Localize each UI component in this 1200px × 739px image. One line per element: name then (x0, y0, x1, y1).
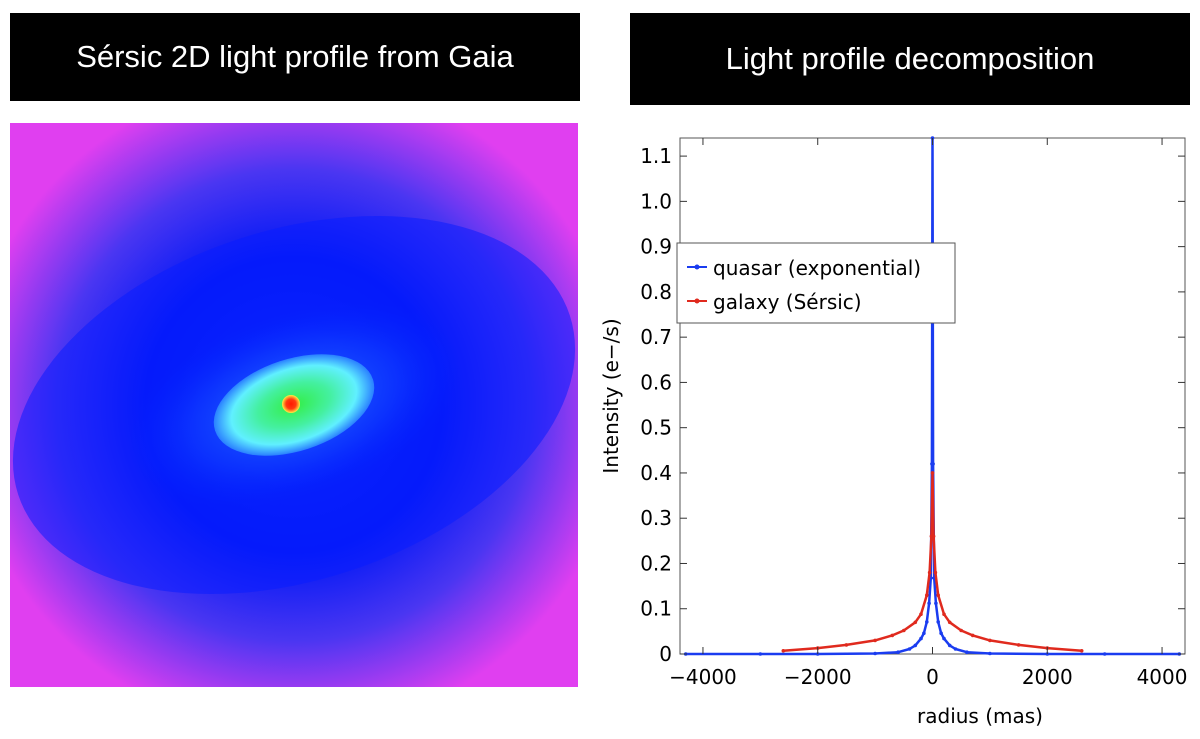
y-tick-label: 0.5 (640, 416, 672, 440)
x-tick-label: 0 (926, 665, 939, 689)
legend-galaxy-marker (694, 298, 700, 304)
galaxy-point (933, 570, 938, 575)
quasar-point (939, 631, 943, 635)
quasar-point (873, 651, 877, 656)
quasar-point (896, 650, 900, 654)
y-tick-label: 1.1 (640, 144, 672, 168)
x-tick-label: 2000 (1022, 665, 1073, 689)
galaxy-point (902, 628, 906, 633)
y-tick-label: 0.9 (640, 235, 672, 259)
y-tick-label: 1.0 (640, 189, 672, 213)
chart-legend: quasar (exponential) galaxy (Sérsic) (676, 242, 956, 324)
galaxy-point (890, 633, 895, 638)
quasar-point (1102, 652, 1107, 656)
y-tick-label: 0.3 (640, 506, 672, 530)
quasar-point (947, 643, 952, 648)
galaxy-point (873, 638, 877, 643)
y-tick-label: 0.1 (640, 597, 672, 621)
x-tick-label: −2000 (784, 665, 852, 689)
galaxy-point (919, 612, 923, 616)
galaxy-point (959, 628, 963, 633)
quasar-point (907, 647, 912, 651)
galaxy-point (927, 570, 932, 575)
quasar-point (922, 631, 926, 635)
left-panel-title: Sérsic 2D light profile from Gaia (10, 13, 580, 101)
galaxy-point (931, 534, 936, 539)
quasar-point (936, 620, 940, 624)
y-tick-label: 0.6 (640, 370, 672, 394)
y-tick-label: 0.8 (640, 280, 672, 304)
galaxy-point (970, 633, 975, 638)
left-panel-title-text: Sérsic 2D light profile from Gaia (76, 39, 514, 74)
x-tick-label: 4000 (1137, 665, 1188, 689)
quasar-point (953, 647, 958, 651)
x-tick-label: −4000 (669, 665, 737, 689)
quasar-point (931, 462, 935, 466)
right-panel-title-text: Light profile decomposition (725, 41, 1095, 76)
galaxy-point (844, 643, 849, 647)
quasar-point (913, 643, 918, 648)
galaxy-point (930, 471, 935, 475)
quasar-point (965, 650, 969, 654)
light-profile-chart: 0 0.1 0.2 0.3 0.4 0.5 0.6 0.7 0.8 0.9 1.0 1.1 −4000 −… (599, 136, 1187, 728)
y-tick-label: 0.2 (640, 551, 672, 575)
galaxy-point (913, 620, 918, 625)
galaxy-point (942, 612, 946, 616)
galaxy-point (936, 593, 940, 597)
y-tick-label: 0.7 (640, 325, 672, 349)
legend-galaxy-label: galaxy (Sérsic) (713, 290, 862, 314)
quasar-point (758, 652, 763, 656)
x-axis-label: radius (mas) (917, 704, 1043, 728)
quasar-point (919, 636, 923, 641)
sersic-2d-light-profile-image (10, 123, 578, 687)
galaxy-point (781, 649, 786, 653)
quasar-point (988, 651, 992, 656)
quasar-point (925, 620, 929, 624)
axis-group: 0 0.1 0.2 0.3 0.4 0.5 0.6 0.7 0.8 0.9 1.0 1.1 −4000 −… (640, 138, 1187, 689)
quasar-point (934, 601, 938, 606)
galaxy-point (925, 593, 929, 597)
galaxy-point (1079, 649, 1084, 653)
legend-quasar-marker (694, 264, 700, 270)
galaxy-point (988, 638, 992, 643)
galaxy-point (1016, 643, 1021, 647)
galaxy-point (947, 620, 952, 625)
y-tick-label: 0 (659, 642, 672, 666)
y-tick-label: 0.4 (640, 461, 672, 485)
legend-box (676, 242, 956, 324)
y-axis-label: Intensity (e−/s) (599, 318, 623, 473)
legend-quasar-label: quasar (exponential) (713, 256, 921, 280)
right-panel-title: Light profile decomposition (630, 13, 1190, 105)
quasar-point (942, 636, 946, 641)
map-peak (282, 395, 300, 413)
quasar-point (927, 601, 931, 606)
